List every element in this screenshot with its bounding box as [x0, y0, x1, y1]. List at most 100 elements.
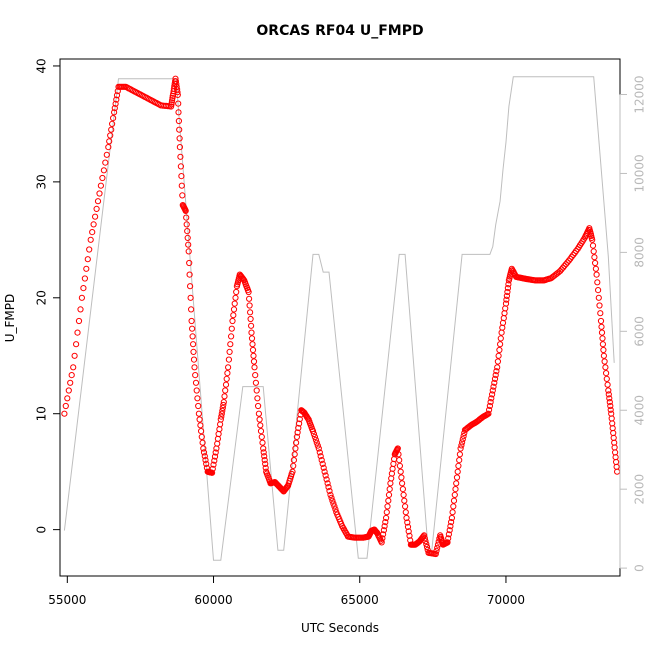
data-point	[310, 430, 317, 438]
data-point	[449, 509, 456, 516]
data-point	[231, 300, 238, 307]
data-point	[261, 457, 268, 464]
data-point	[489, 391, 496, 398]
x-axis-label: UTC Seconds	[301, 621, 379, 635]
data-point	[327, 491, 334, 498]
data-point	[454, 468, 461, 475]
data-point	[80, 285, 87, 292]
data-point	[168, 101, 175, 108]
data-point	[599, 335, 606, 342]
data-point	[83, 265, 90, 272]
data-point	[74, 329, 81, 336]
data-point	[259, 439, 266, 446]
data-point	[219, 404, 226, 411]
data-point	[394, 445, 401, 452]
data-point	[248, 322, 255, 329]
data-point	[256, 416, 263, 423]
data-point	[325, 484, 332, 491]
data-point	[102, 159, 109, 166]
data-point	[111, 109, 118, 116]
data-point	[290, 462, 297, 469]
data-point	[190, 356, 198, 363]
data-point	[93, 205, 100, 212]
data-point	[455, 462, 462, 469]
data-point	[228, 325, 235, 332]
data-point	[450, 503, 457, 510]
data-point	[61, 410, 68, 417]
data-point	[595, 294, 602, 301]
data-point	[113, 96, 120, 103]
data-point	[71, 352, 78, 359]
data-point	[203, 460, 210, 467]
data-point	[260, 445, 267, 452]
data-point	[97, 182, 105, 189]
data-point	[395, 451, 402, 458]
data-point	[254, 395, 261, 402]
data-point	[397, 468, 404, 475]
data-point	[404, 523, 412, 531]
data-point	[331, 503, 338, 510]
secondary-series-line	[63, 76, 615, 561]
data-point	[209, 469, 216, 476]
primary-series-points-group	[61, 75, 621, 558]
data-point	[498, 329, 505, 336]
data-point	[315, 445, 322, 452]
data-point	[599, 341, 607, 348]
data-point	[70, 364, 77, 371]
data-point	[218, 413, 225, 420]
data-point	[495, 352, 502, 359]
data-point	[318, 457, 325, 464]
data-point	[320, 464, 327, 471]
data-point	[445, 535, 452, 542]
data-point	[290, 457, 297, 464]
data-point	[196, 416, 203, 423]
data-point	[184, 228, 191, 235]
data-point	[255, 410, 262, 417]
data-point	[505, 281, 512, 288]
data-point	[284, 483, 291, 490]
data-point	[81, 275, 89, 282]
x-tick-label: 55000	[48, 593, 86, 607]
data-point	[382, 519, 389, 526]
data-point	[187, 294, 194, 301]
y-tick-label: 0	[35, 526, 49, 534]
data-point	[595, 287, 602, 294]
data-point	[198, 433, 205, 440]
data-point	[330, 500, 337, 507]
data-point	[168, 99, 175, 106]
data-point	[502, 300, 510, 307]
data-point	[246, 302, 253, 309]
data-point	[68, 372, 75, 379]
data-point	[178, 173, 185, 180]
y2-tick-label: 2000	[633, 474, 647, 505]
y-tick-label: 40	[35, 58, 49, 73]
y-tick-label: 30	[35, 174, 49, 189]
data-point	[432, 550, 439, 558]
data-point	[224, 370, 231, 377]
data-point	[255, 402, 262, 410]
data-point	[202, 457, 209, 464]
data-point	[232, 294, 239, 301]
data-point	[251, 364, 258, 371]
data-point	[492, 372, 499, 379]
data-point	[262, 464, 269, 471]
data-point	[600, 346, 607, 354]
data-point	[225, 364, 232, 371]
data-point	[209, 465, 216, 472]
data-point	[592, 259, 599, 267]
data-point	[295, 424, 302, 432]
data-point	[383, 509, 390, 516]
data-point	[593, 271, 600, 278]
data-point	[248, 329, 255, 336]
data-point	[332, 506, 339, 513]
data-point	[445, 531, 452, 538]
data-point	[107, 132, 114, 139]
plot-frame	[59, 58, 621, 577]
data-point	[433, 547, 440, 555]
data-point	[380, 527, 387, 534]
data-point	[258, 433, 265, 440]
data-point	[78, 294, 86, 301]
data-point	[197, 422, 204, 429]
data-point	[192, 379, 200, 386]
data-point	[182, 207, 189, 214]
